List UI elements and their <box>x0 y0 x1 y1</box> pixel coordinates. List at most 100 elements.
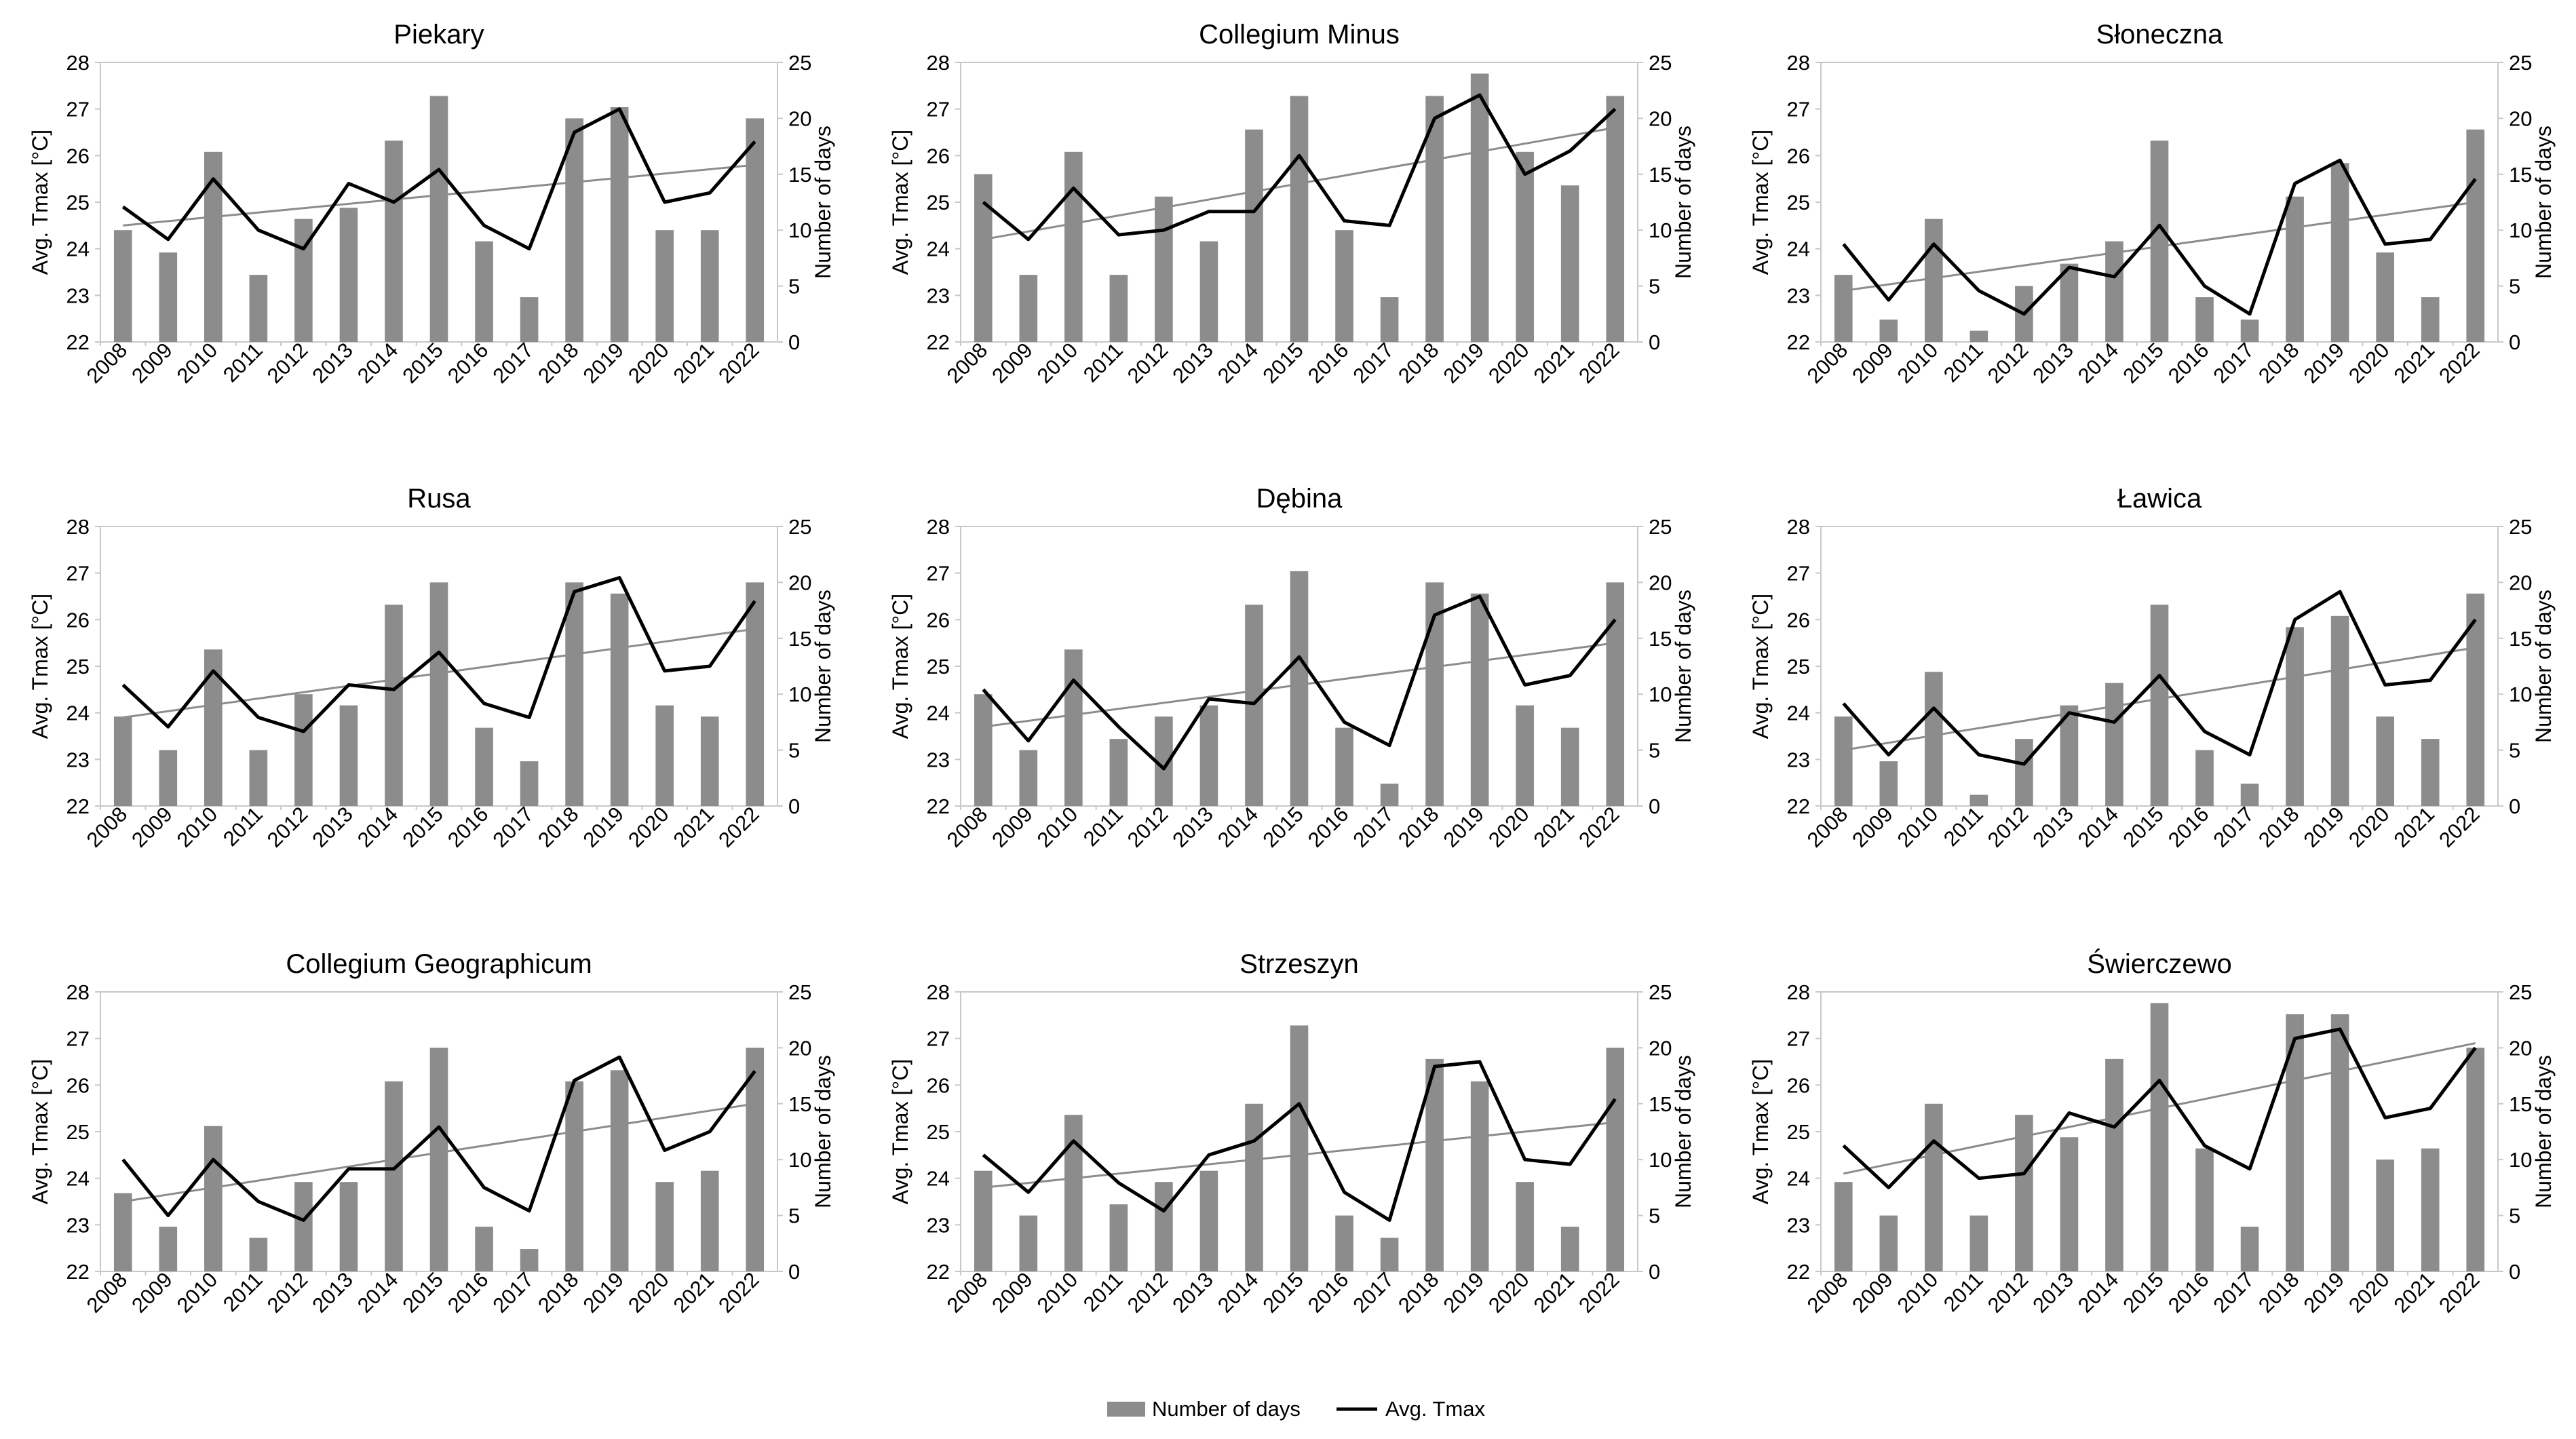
left-tick-label: 23 <box>1787 284 1810 307</box>
chart-title: Słoneczna <box>2096 20 2224 50</box>
right-tick-label: 5 <box>2509 739 2520 763</box>
left-tick-label: 24 <box>1787 1167 1810 1191</box>
bar-2009 <box>159 750 178 806</box>
bar-2015 <box>429 582 448 806</box>
bar-2014 <box>2105 1058 2123 1271</box>
left-tick-label: 26 <box>927 608 950 632</box>
bar-2014 <box>1245 1103 1263 1271</box>
right-tick-label: 0 <box>788 330 800 354</box>
bar-2016 <box>1335 230 1353 342</box>
x-tick-label: 2009 <box>127 802 177 852</box>
left-axis-label: Avg. Tmax [°C] <box>888 130 912 275</box>
x-tick-label: 2010 <box>1893 338 1943 388</box>
left-tick-label: 28 <box>1787 980 1810 1004</box>
right-axis-label: Number of days <box>1671 1055 1695 1208</box>
bar-2011 <box>1969 794 1988 806</box>
bar-2021 <box>2421 1148 2440 1271</box>
x-tick-label: 2018 <box>533 1267 583 1318</box>
left-tick-label: 26 <box>1787 144 1810 168</box>
bar-2019 <box>1470 1081 1489 1271</box>
right-tick-label: 15 <box>1649 627 1672 651</box>
bar-2013 <box>339 208 358 342</box>
x-tick-label: 2014 <box>1213 338 1263 388</box>
right-tick-label: 10 <box>2509 683 2532 706</box>
x-tick-label: 2014 <box>353 338 403 388</box>
left-tick-label: 28 <box>66 51 90 75</box>
x-tick-label: 2020 <box>2344 1267 2394 1318</box>
bar-2009 <box>1879 1215 1898 1271</box>
left-tick-label: 24 <box>66 702 90 725</box>
x-tick-label: 2018 <box>533 338 583 388</box>
left-tick-label: 26 <box>1787 1073 1810 1097</box>
bar-2015 <box>1290 96 1309 342</box>
left-axis-label: Avg. Tmax [°C] <box>888 1059 912 1204</box>
x-tick-label: 2016 <box>443 802 493 852</box>
legend: Number of days Avg. Tmax <box>1107 1397 1486 1421</box>
x-tick-label: 2010 <box>172 802 223 852</box>
bar-2016 <box>1335 727 1353 806</box>
bar-2022 <box>1606 1048 1625 1271</box>
x-tick-label: 2022 <box>714 1267 764 1318</box>
bar-2022 <box>746 1048 765 1271</box>
bar-2009 <box>1879 761 1898 806</box>
x-tick-label: 2017 <box>2208 338 2258 388</box>
x-tick-label: 2017 <box>1348 802 1398 852</box>
x-tick-label: 2010 <box>1033 1267 1083 1318</box>
bar-2021 <box>1560 185 1579 342</box>
x-tick-label: 2021 <box>1529 802 1579 852</box>
trend-line <box>983 1121 1615 1189</box>
chart-title: Świerczewo <box>2087 948 2231 979</box>
right-tick-label: 15 <box>1649 163 1672 187</box>
right-tick-label: 20 <box>1649 107 1672 130</box>
bar-2009 <box>1019 750 1038 806</box>
avg-tmax-line <box>121 107 756 251</box>
left-tick-label: 27 <box>66 562 90 586</box>
x-tick-label: 2014 <box>2073 1267 2123 1318</box>
left-tick-label: 27 <box>1787 1027 1810 1051</box>
chart-panel-5: Dębina 22 23 24 25 26 27 28 0 5 10 15 20 25 Avg. Tmax … <box>888 484 1695 852</box>
left-tick-label: 25 <box>66 1120 90 1144</box>
chart-title: Piekary <box>393 20 484 50</box>
bar-2016 <box>475 241 493 342</box>
left-tick-label: 26 <box>66 144 90 168</box>
right-tick-label: 25 <box>788 980 811 1004</box>
right-tick-label: 25 <box>2509 51 2532 75</box>
left-tick-label: 26 <box>927 144 950 168</box>
bar-2022 <box>1606 96 1625 342</box>
bar-2020 <box>2376 1159 2394 1271</box>
avg-tmax-line <box>121 1055 756 1222</box>
right-tick-label: 25 <box>2509 980 2532 1004</box>
bar-2018 <box>565 118 583 342</box>
left-tick-label: 24 <box>927 1167 950 1191</box>
bar-2016 <box>475 727 493 806</box>
x-tick-label: 2012 <box>263 1267 313 1318</box>
left-tick-label: 22 <box>927 330 950 354</box>
x-tick-label: 2022 <box>2434 338 2484 388</box>
chart-title: Strzeszyn <box>1239 949 1359 979</box>
bar-2010 <box>1925 1103 1943 1271</box>
bar-2011 <box>1969 1215 1988 1271</box>
x-tick-label: 2017 <box>1348 338 1398 388</box>
right-axis-label: Number of days <box>2531 1055 2556 1208</box>
right-tick-label: 5 <box>2509 275 2520 299</box>
bar-2014 <box>2105 683 2123 806</box>
bar-2012 <box>2015 739 2033 806</box>
chart-panel-3: Słoneczna 22 23 24 25 26 27 28 0 5 10 15 20 25 Avg. Tm… <box>1748 20 2556 388</box>
left-axis-label: Avg. Tmax [°C] <box>28 1059 52 1204</box>
x-tick-label: 2011 <box>1939 338 1988 387</box>
bar-2020 <box>1516 151 1534 342</box>
right-tick-label: 25 <box>788 51 811 75</box>
bar-2015 <box>429 96 448 342</box>
x-tick-label: 2021 <box>669 338 719 388</box>
chart-title: Dębina <box>1256 484 1343 514</box>
left-tick-label: 27 <box>66 98 90 121</box>
left-tick-label: 25 <box>1787 191 1810 214</box>
left-axis-label: Avg. Tmax [°C] <box>1748 130 1773 275</box>
x-tick-label: 2015 <box>2118 802 2168 852</box>
bar-2008 <box>113 230 132 342</box>
left-tick-label: 27 <box>1787 562 1810 586</box>
x-tick-label: 2009 <box>987 1267 1037 1318</box>
left-tick-label: 28 <box>927 980 950 1004</box>
bar-2018 <box>1425 1058 1444 1271</box>
x-tick-label: 2013 <box>1168 338 1218 388</box>
